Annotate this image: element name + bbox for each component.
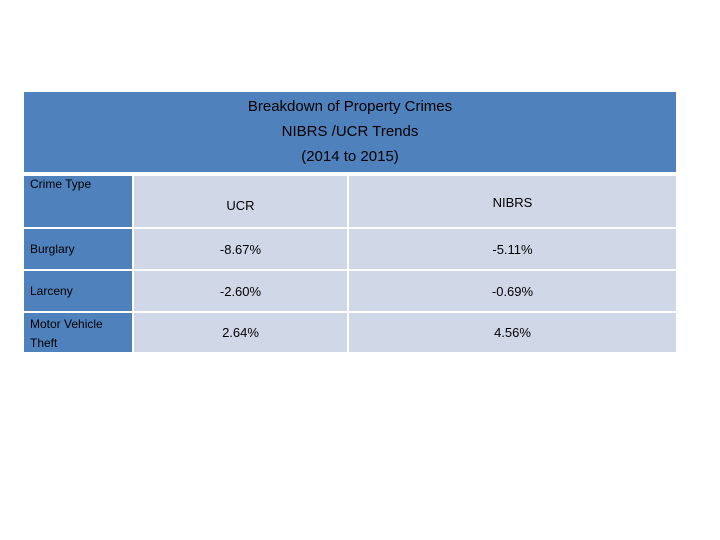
value-motor-vehicle-theft-nibrs: 4.56% bbox=[494, 325, 531, 340]
value-burglary-ucr: -8.67% bbox=[219, 241, 262, 257]
value-larceny-ucr: -2.60% bbox=[219, 283, 262, 299]
column-header-nibrs: NIBRS bbox=[349, 176, 676, 227]
cell-motor-vehicle-theft-ucr: 2.64% bbox=[134, 313, 347, 352]
value-motor-vehicle-theft-ucr: 2.64% bbox=[222, 325, 259, 340]
row-label-cell-larceny: Larceny bbox=[24, 271, 132, 311]
cell-burglary-ucr: -8.67% bbox=[134, 229, 347, 269]
table-title-header: Breakdown of Property Crimes NIBRS /UCR … bbox=[24, 92, 676, 174]
row-label-burglary: Burglary bbox=[30, 242, 75, 256]
title-line-2: NIBRS /UCR Trends bbox=[281, 123, 419, 140]
row-label-cell-burglary: Burglary bbox=[24, 229, 132, 269]
cell-motor-vehicle-theft-nibrs: 4.56% bbox=[349, 313, 676, 352]
value-larceny-nibrs: -0.69% bbox=[491, 283, 534, 299]
column-header-ucr: UCR bbox=[134, 176, 347, 227]
row-label-larceny: Larceny bbox=[30, 284, 73, 298]
value-burglary-nibrs: -5.11% bbox=[492, 241, 533, 257]
title-line-3: (2014 to 2015) bbox=[301, 148, 399, 165]
column-header-nibrs-label: NIBRS bbox=[492, 195, 533, 210]
cell-larceny-nibrs: -0.69% bbox=[349, 271, 676, 311]
table-title: Breakdown of Property Crimes NIBRS /UCR … bbox=[24, 94, 676, 169]
title-line-1: Breakdown of Property Crimes bbox=[247, 98, 453, 115]
row-label-motor-vehicle-theft: Motor Vehicle Theft bbox=[30, 317, 103, 350]
corner-label: Crime Type bbox=[30, 177, 92, 191]
row-label-cell-motor-vehicle-theft: Motor Vehicle Theft bbox=[24, 313, 132, 352]
cell-burglary-nibrs: -5.11% bbox=[349, 229, 676, 269]
cell-larceny-ucr: -2.60% bbox=[134, 271, 347, 311]
column-header-ucr-label: UCR bbox=[226, 198, 255, 213]
corner-label-cell: Crime Type bbox=[24, 176, 132, 227]
